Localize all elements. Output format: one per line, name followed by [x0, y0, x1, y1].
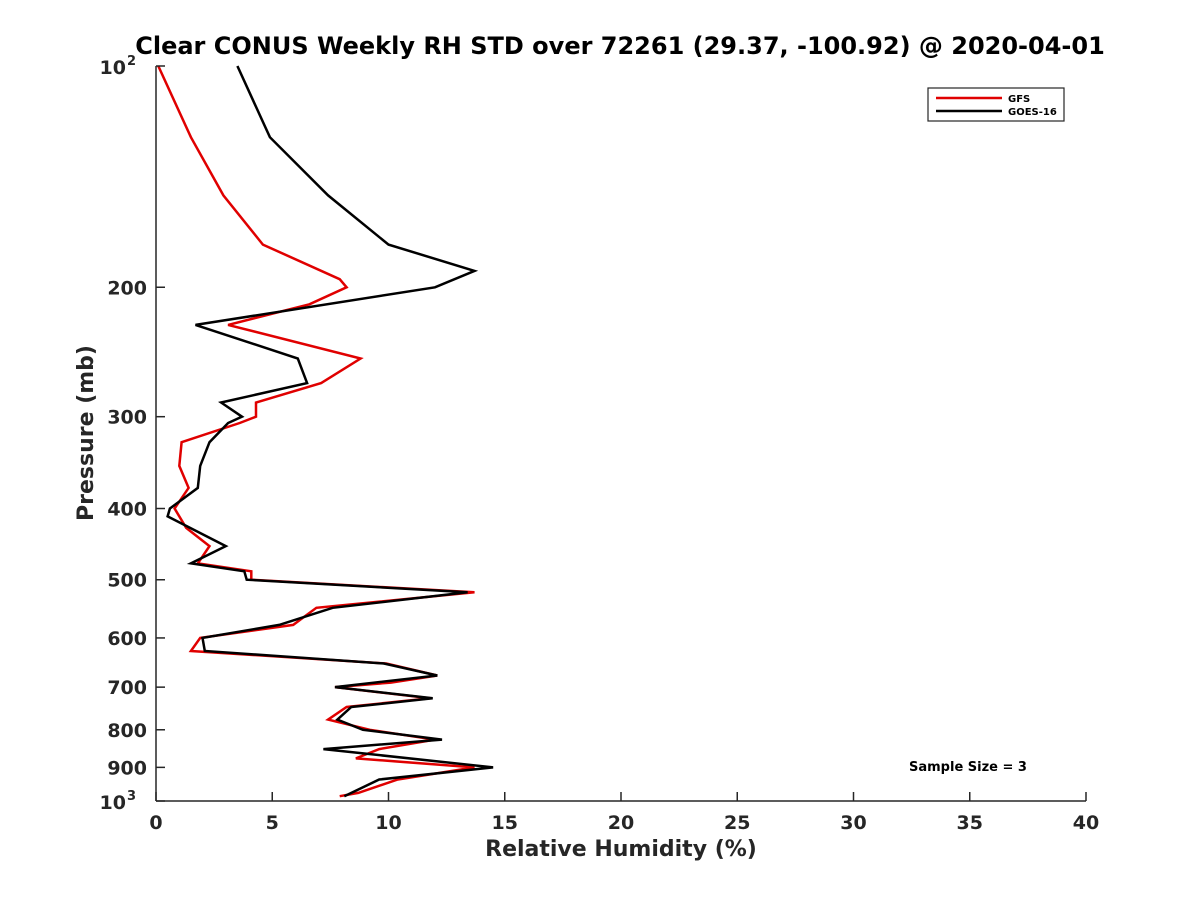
- y-tick-label: 900: [107, 757, 147, 779]
- y-axis-label: Pressure (mb): [74, 345, 99, 521]
- y-tick-label: 800: [107, 720, 147, 742]
- x-tick-label: 30: [840, 812, 866, 834]
- x-tick-label: 20: [608, 812, 634, 834]
- y-tick-label-base: 10: [100, 57, 126, 79]
- y-tick-label: 200: [107, 277, 147, 299]
- series-line-goes16: [166, 65, 494, 798]
- x-ticks: 0 5 10 15 20 25 30 35 40: [149, 792, 1099, 834]
- y-tick-label: 300: [107, 407, 147, 429]
- x-tick-label: 10: [375, 812, 401, 834]
- x-tick-label: 15: [492, 812, 518, 834]
- x-tick-label: 35: [957, 812, 983, 834]
- legend-box: [927, 87, 1065, 122]
- series-layer: [157, 65, 494, 798]
- y-tick-label: 400: [107, 499, 147, 521]
- y-tick-label: 10: [100, 792, 126, 814]
- x-tick-label: 40: [1073, 812, 1099, 834]
- x-tick-label: 0: [149, 812, 162, 834]
- sample-size-annotation: Sample Size = 3: [909, 760, 1027, 775]
- chart-title: Clear CONUS Weekly RH STD over 72261 (29…: [135, 32, 1105, 60]
- y-tick-label: 700: [107, 677, 147, 699]
- x-tick-label: 25: [724, 812, 750, 834]
- legend: GFS GOES-16: [927, 87, 1065, 122]
- y-tick-label: 500: [107, 570, 147, 592]
- y-tick-label-exponent: 2: [127, 54, 136, 69]
- y-tick-label: 10: [100, 57, 126, 79]
- y-tick-label: 600: [107, 628, 147, 650]
- legend-label-goes16: GOES-16: [1008, 107, 1057, 118]
- legend-label-gfs: GFS: [1008, 94, 1030, 105]
- x-axis-label: Relative Humidity (%): [485, 837, 757, 862]
- y-tick-label-exponent: 3: [127, 789, 136, 804]
- x-tick-label: 5: [266, 812, 279, 834]
- y-tick-label-base: 10: [100, 792, 126, 814]
